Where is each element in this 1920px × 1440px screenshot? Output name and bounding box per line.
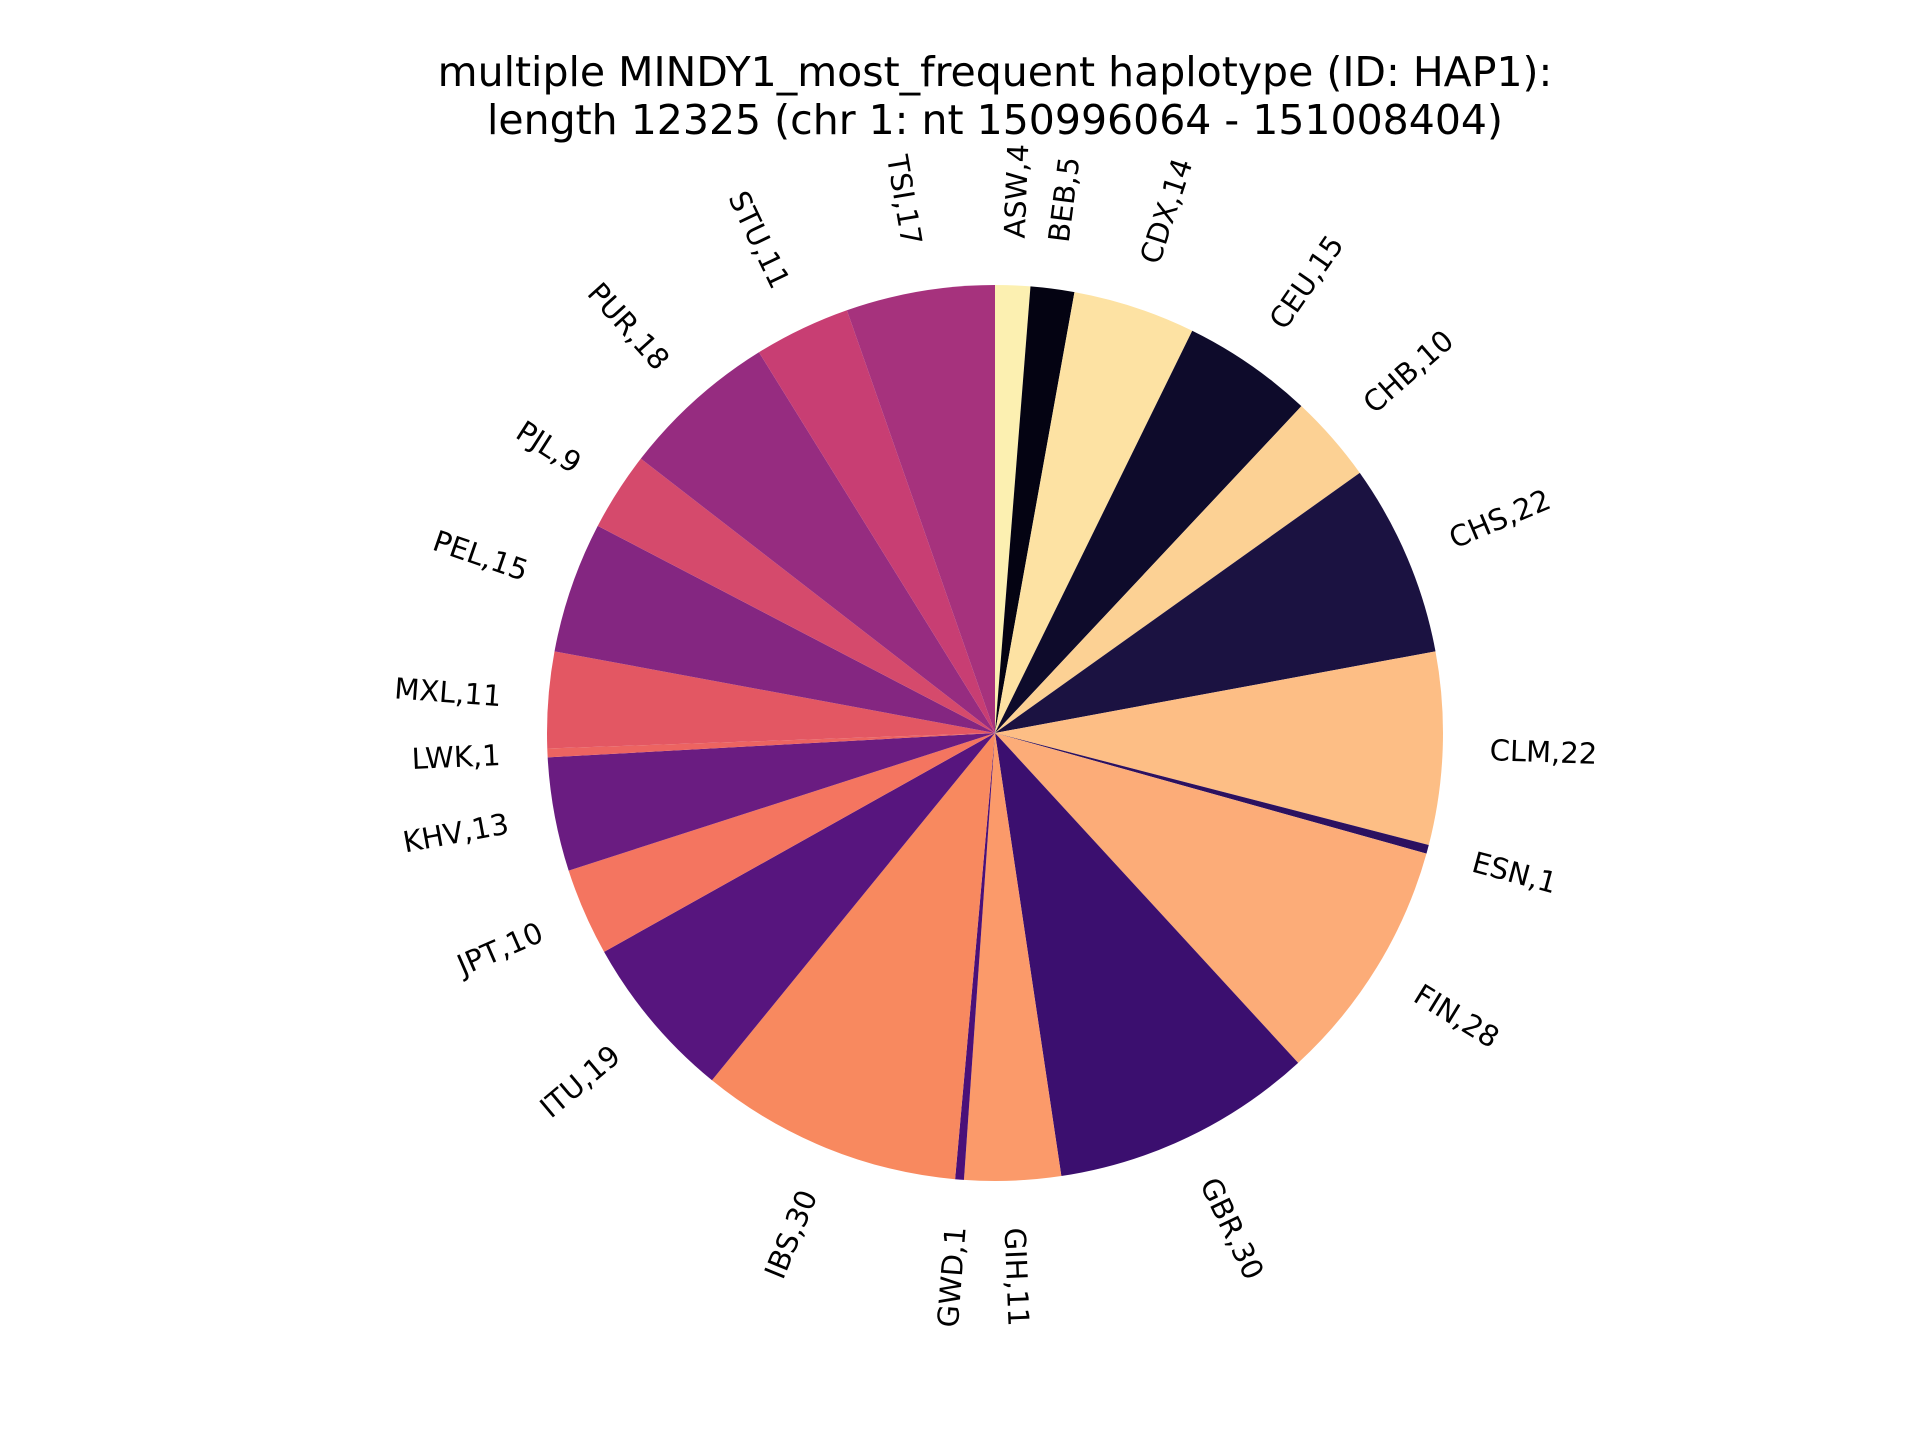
chart-title-line1: multiple MINDY1_most_frequent haplotype … (437, 48, 1553, 96)
pie-slice-esn (995, 733, 1429, 854)
pie-slice-cdx (995, 292, 1193, 733)
pie-label-jpt: JPT,10 (450, 915, 548, 983)
pie-slice-pur (640, 352, 995, 733)
pie-label-itu: ITU,19 (533, 1038, 627, 1124)
pie-label-pjl: PJL,9 (510, 414, 587, 480)
pie-label-ceu: CEU,15 (1262, 229, 1350, 335)
pie-label-chb: CHB,10 (1356, 323, 1460, 420)
pie-slice-beb (995, 286, 1075, 733)
pie-slices (547, 285, 1443, 1181)
pie-label-ibs: IBS,30 (758, 1185, 824, 1283)
pie-label-chs: CHS,22 (1444, 482, 1555, 555)
pie-slice-jpt (568, 733, 995, 952)
pie-label-beb: BEB,5 (1042, 155, 1087, 244)
pie-slice-pjl (597, 458, 995, 733)
pie-label-asw: ASW,4 (998, 143, 1036, 239)
pie-slice-gbr (995, 733, 1299, 1177)
chart-title: multiple MINDY1_most_frequent haplotype … (0, 48, 1920, 144)
pie-label-gih: GIH,11 (998, 1227, 1036, 1327)
pie-slice-pel (554, 525, 995, 733)
pie-label-tsi: TSI,17 (880, 152, 929, 248)
pie-label-lwk: LWK,1 (411, 738, 501, 776)
pie-label-cdx: CDX,14 (1133, 154, 1199, 268)
pie-slice-gwd (955, 733, 995, 1180)
pie-label-gwd: GWD,1 (931, 1225, 973, 1329)
pie-slice-fin (995, 733, 1427, 1063)
pie-slice-khv (547, 733, 995, 871)
pie-label-clm: CLM,22 (1489, 733, 1598, 771)
pie-label-stu: STU,11 (722, 186, 797, 294)
pie-slice-ceu (995, 330, 1302, 733)
pie-slice-gih (963, 733, 1062, 1181)
pie-slice-ibs (711, 733, 995, 1180)
pie-slice-lwk (547, 733, 995, 758)
pie-slice-chs (995, 472, 1436, 733)
pie-label-mxl: MXL,11 (393, 671, 502, 713)
pie-slice-itu (604, 733, 995, 1081)
pie-slice-chb (995, 406, 1360, 733)
pie-label-fin: FIN,28 (1408, 977, 1505, 1055)
pie-label-pel: PEL,15 (429, 524, 533, 588)
pie-slice-tsi (846, 285, 995, 733)
pie-label-pur: PUR,18 (581, 276, 677, 377)
pie-label-khv: KHV,13 (400, 807, 511, 860)
chart-title-line2: length 12325 (chr 1: nt 150996064 - 1510… (486, 96, 1503, 144)
pie-label-esn: ESN,1 (1469, 845, 1561, 900)
pie-slice-mxl (547, 651, 995, 749)
pie-slice-asw (995, 285, 1031, 733)
pie-slice-clm (995, 651, 1443, 846)
pie-label-gbr: GBR,30 (1193, 1172, 1271, 1285)
pie-slice-stu (758, 310, 995, 733)
